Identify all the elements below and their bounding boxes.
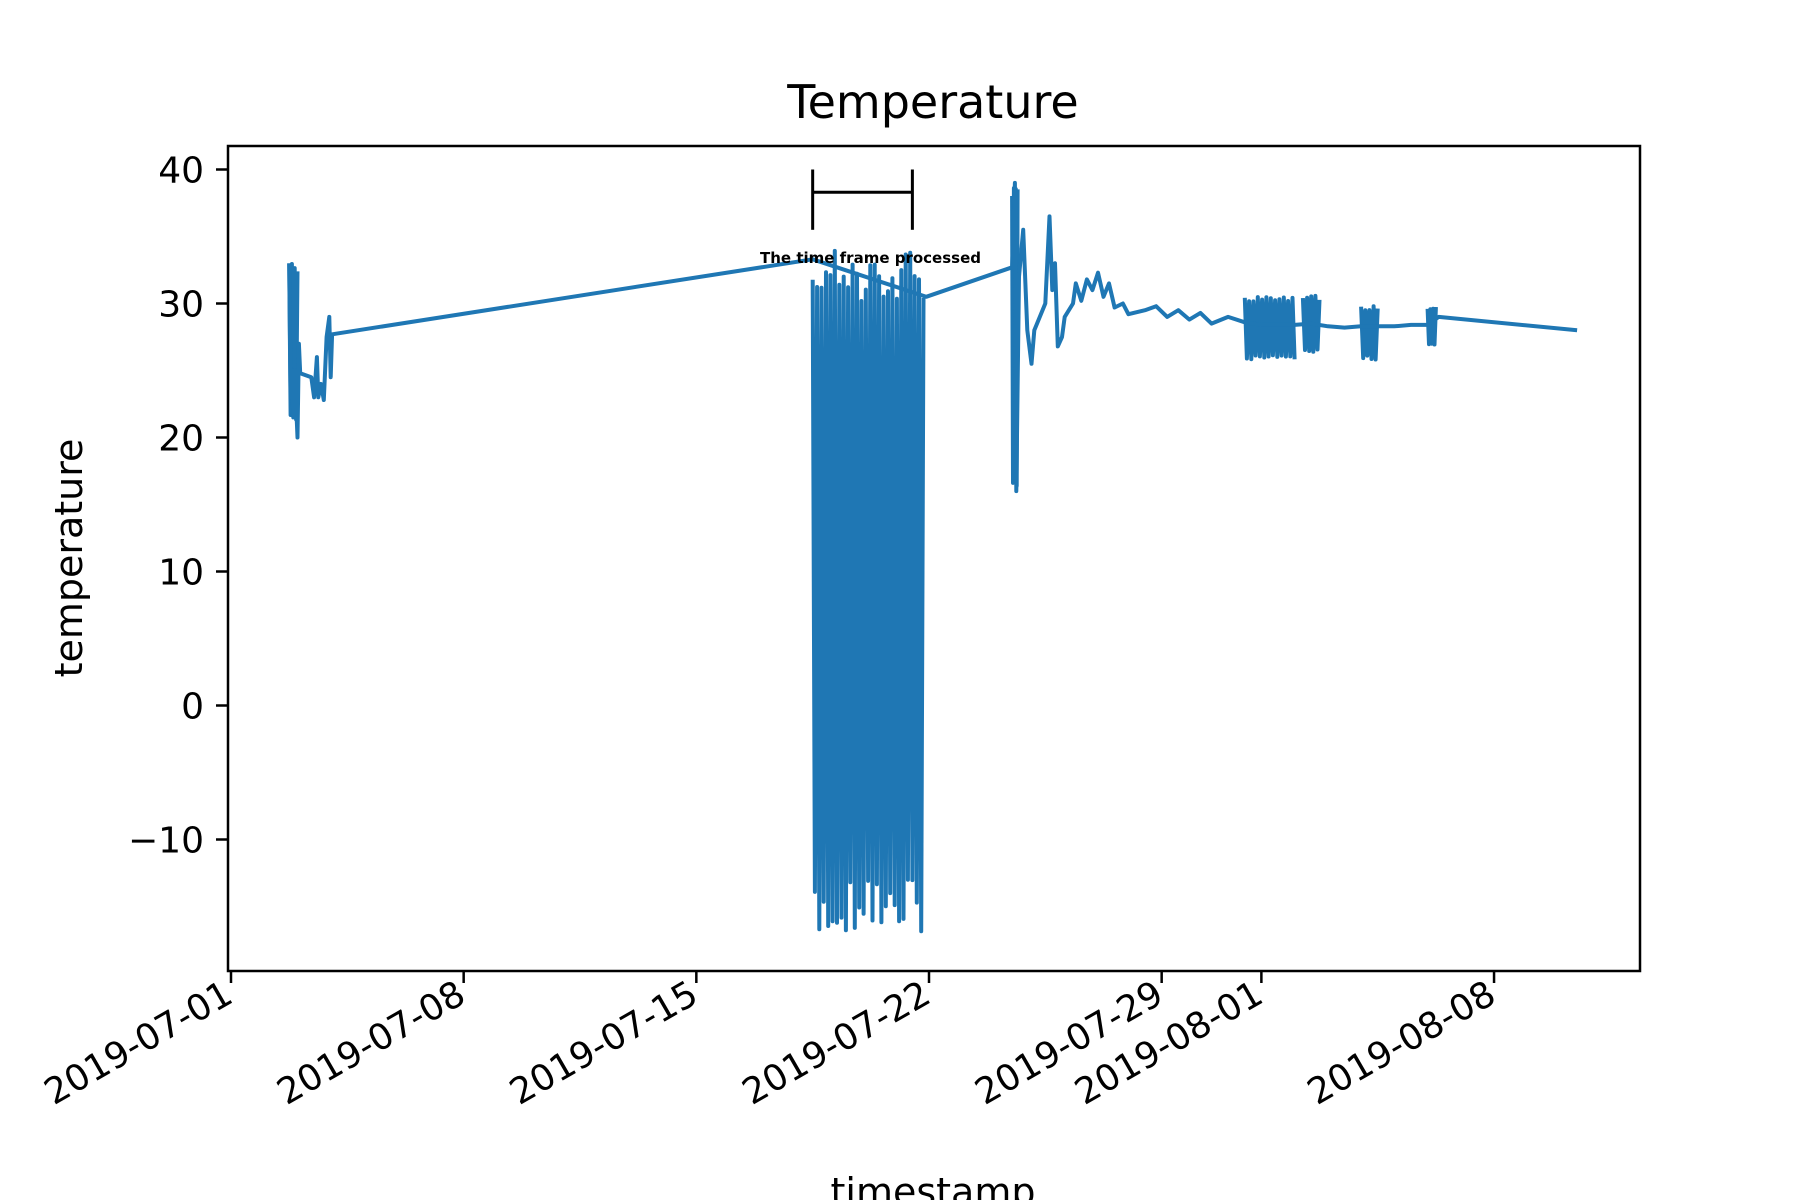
x-axis-label: timestamp <box>831 1170 1036 1200</box>
annotation-layer: The time frame processed <box>760 169 981 267</box>
y-tick-label: 40 <box>158 151 204 192</box>
y-tick-label: 10 <box>158 553 204 594</box>
dense-band-6 <box>1425 306 1438 347</box>
y-tick-label: 20 <box>158 419 204 460</box>
y-tick-label: −10 <box>128 821 204 862</box>
chart-title: Temperature <box>786 75 1078 129</box>
dense-band-4 <box>1300 293 1322 354</box>
axes-frame <box>226 144 1642 973</box>
series-line <box>287 180 1578 494</box>
annotation-label: The time frame processed <box>760 249 981 267</box>
dense-band-3 <box>1242 295 1297 362</box>
plot-area <box>287 180 1578 934</box>
y-axis-label: temperature <box>47 439 91 678</box>
dense-band-5 <box>1359 304 1380 362</box>
y-tick-label: 30 <box>158 285 204 326</box>
dense-band-1 <box>810 248 926 934</box>
y-axis: 40 30 20 10 0 −10 <box>128 151 228 862</box>
y-tick-label: 0 <box>181 687 204 728</box>
